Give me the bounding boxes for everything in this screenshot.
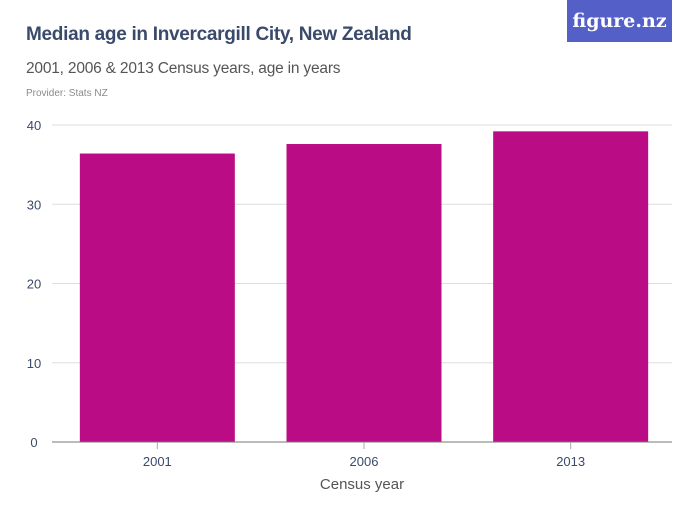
x-tick-label: 2013 xyxy=(556,454,585,469)
y-tick-label: 30 xyxy=(27,197,41,212)
x-axis-ticks: 2001 2006 2013 xyxy=(143,442,585,469)
figure-nz-logo[interactable]: figure.nz xyxy=(567,0,672,42)
y-tick-label: 20 xyxy=(27,277,41,292)
x-axis-title: Census year xyxy=(320,476,404,493)
y-tick-label: 40 xyxy=(27,118,41,133)
bar-2006[interactable] xyxy=(286,144,442,442)
x-tick-label: 2006 xyxy=(350,454,379,469)
provider-label: Provider: Stats NZ xyxy=(26,88,108,99)
bar-2001[interactable] xyxy=(79,153,235,442)
y-axis-ticks: 0 10 20 30 40 xyxy=(27,118,41,450)
chart-title: Median age in Invercargill City, New Zea… xyxy=(26,24,412,45)
x-tick-label: 2001 xyxy=(143,454,172,469)
chart-subtitle: 2001, 2006 & 2013 Census years, age in y… xyxy=(26,60,341,77)
y-tick-label: 0 xyxy=(30,435,37,450)
y-tick-label: 10 xyxy=(27,356,41,371)
bars xyxy=(79,131,649,442)
bar-2013[interactable] xyxy=(493,131,649,442)
